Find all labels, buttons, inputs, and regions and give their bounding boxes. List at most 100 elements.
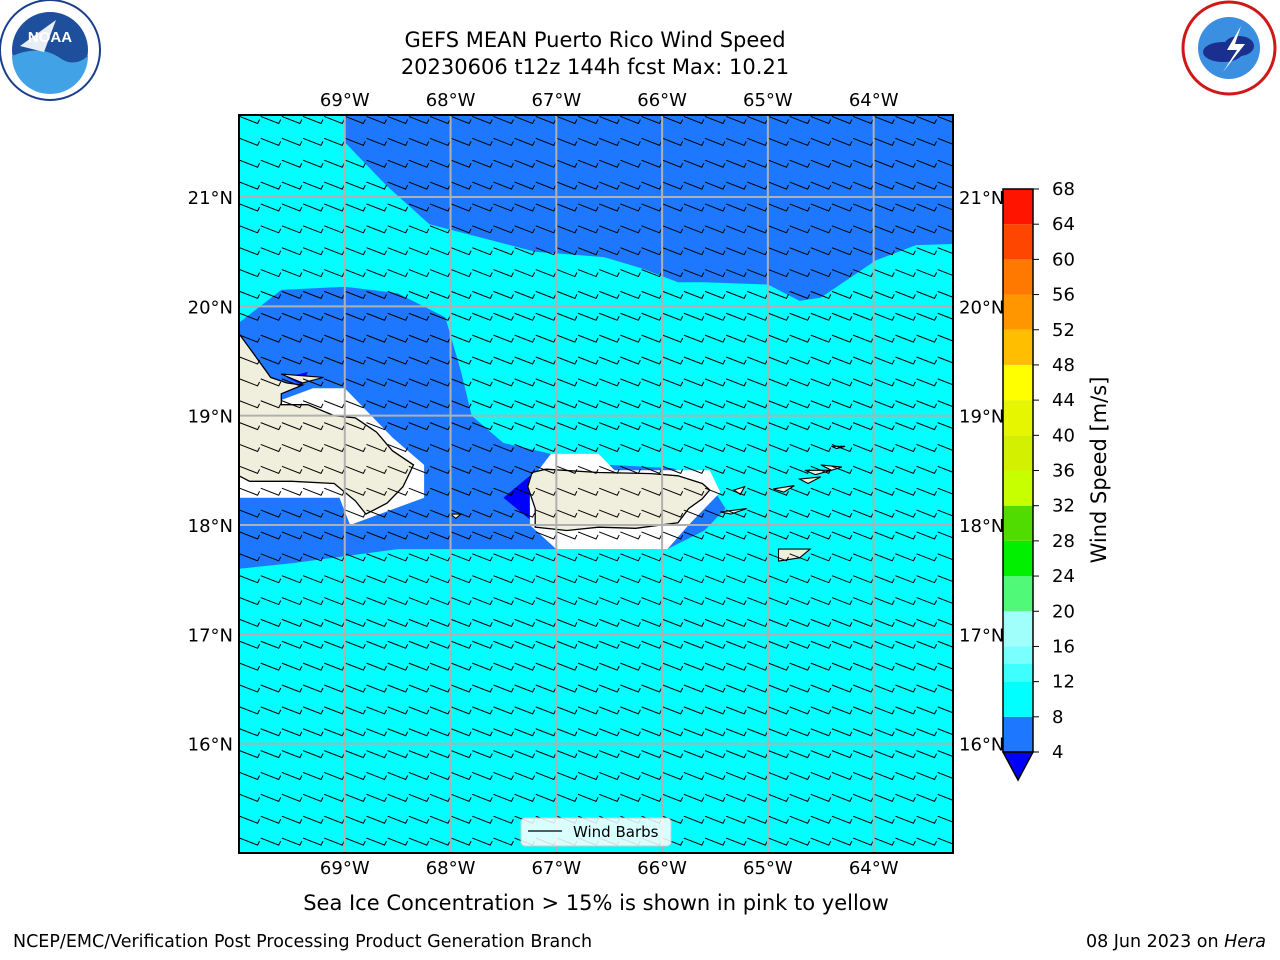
wind-barb bbox=[704, 116, 726, 125]
wind-barb bbox=[641, 575, 662, 584]
wind-barb bbox=[387, 815, 409, 824]
wind-barb bbox=[450, 422, 472, 431]
wind-barb bbox=[704, 422, 726, 431]
wind-barb bbox=[535, 772, 557, 781]
wind-barb bbox=[535, 378, 557, 387]
wind-barb bbox=[810, 553, 832, 562]
wind-barb bbox=[514, 400, 536, 409]
wind-barb bbox=[324, 356, 345, 365]
wind-barb bbox=[535, 793, 557, 802]
wind-barb bbox=[620, 181, 641, 190]
x-tick-label-top: 67°W bbox=[531, 90, 581, 111]
wind-barb bbox=[789, 378, 811, 387]
wind-barb bbox=[641, 225, 662, 234]
wind-barb bbox=[747, 531, 768, 540]
wind-barb bbox=[535, 662, 557, 671]
wind-barb bbox=[620, 269, 641, 278]
wind-barb bbox=[239, 575, 261, 584]
wind-barb bbox=[789, 837, 811, 846]
x-tick-label-top: 65°W bbox=[743, 90, 793, 111]
wind-barb bbox=[239, 312, 261, 321]
wind-barb bbox=[725, 181, 747, 190]
wind-barb bbox=[768, 356, 789, 365]
wind-barb bbox=[852, 422, 874, 431]
wind-barb bbox=[937, 815, 953, 823]
wind-barb bbox=[408, 618, 430, 628]
wind-barb bbox=[535, 618, 557, 628]
wind-barb bbox=[535, 269, 557, 278]
wind-barb bbox=[472, 312, 493, 321]
wind-barb bbox=[810, 487, 832, 496]
wind-barb bbox=[810, 225, 832, 234]
wind-barb bbox=[620, 444, 641, 453]
wind-barb bbox=[641, 487, 662, 496]
wind-barb bbox=[408, 640, 430, 649]
wind-barb bbox=[704, 225, 726, 234]
wind-barb bbox=[599, 312, 620, 321]
wind-barb bbox=[831, 334, 853, 343]
wind-barb bbox=[683, 837, 705, 846]
wind-barb bbox=[599, 640, 620, 649]
wind-barb bbox=[302, 706, 324, 715]
colorbar-swatch bbox=[1003, 716, 1033, 752]
wind-barb bbox=[768, 640, 789, 649]
wind-barb bbox=[366, 116, 387, 125]
wind-barb bbox=[260, 509, 282, 518]
x-tick-label-bottom: 65°W bbox=[743, 858, 793, 879]
wind-barb bbox=[725, 487, 747, 496]
wind-barb bbox=[387, 312, 409, 321]
wind-barb bbox=[366, 597, 387, 606]
wind-barb bbox=[281, 815, 303, 824]
wind-barb bbox=[683, 772, 705, 781]
wind-barb bbox=[239, 750, 261, 759]
chart-title: GEFS MEAN Puerto Rico Wind Speed bbox=[404, 28, 786, 52]
wind-barb bbox=[577, 312, 599, 321]
wind-barb bbox=[493, 400, 514, 409]
wind-barb bbox=[831, 290, 853, 300]
wind-barb bbox=[239, 378, 261, 387]
wind-barb bbox=[260, 531, 282, 540]
wind-barb bbox=[810, 793, 832, 802]
wind-barb bbox=[831, 356, 853, 365]
wind-barb bbox=[641, 706, 662, 715]
wind-barb bbox=[345, 772, 366, 781]
wind-barb bbox=[450, 750, 472, 759]
wind-barb bbox=[556, 356, 578, 365]
wind-barb bbox=[620, 662, 641, 671]
wind-barb bbox=[916, 597, 938, 606]
wind-barb bbox=[641, 465, 662, 474]
wind-barb bbox=[366, 422, 387, 431]
wind-barb bbox=[535, 728, 557, 737]
wind-barb bbox=[239, 509, 261, 518]
wind-barb bbox=[493, 203, 514, 212]
wind-barb bbox=[387, 640, 409, 649]
wind-barb bbox=[366, 815, 387, 824]
wind-barb bbox=[472, 531, 493, 540]
wind-barb bbox=[493, 706, 514, 715]
wind-barb bbox=[577, 750, 599, 759]
wind-barb bbox=[916, 225, 938, 234]
wind-barb bbox=[493, 378, 514, 387]
wind-barb bbox=[345, 269, 366, 278]
wind-barb bbox=[874, 159, 895, 168]
colorbar-tick-label: 68 bbox=[1052, 179, 1075, 200]
wind-barb bbox=[281, 465, 303, 474]
wind-barb bbox=[599, 334, 620, 343]
colorbar-swatch bbox=[1003, 189, 1033, 225]
wind-barb bbox=[789, 334, 811, 343]
wind-barb bbox=[450, 116, 472, 125]
wind-barb bbox=[704, 203, 726, 212]
wind-barb bbox=[747, 312, 768, 321]
wind-barb bbox=[662, 531, 684, 540]
wind-barb bbox=[302, 159, 324, 168]
wind-barb bbox=[514, 618, 536, 628]
wind-barb bbox=[429, 159, 451, 168]
land-islet bbox=[797, 476, 822, 485]
wind-barb bbox=[683, 312, 705, 321]
wind-barb bbox=[260, 793, 282, 802]
wind-barb bbox=[345, 640, 366, 649]
wind-barb bbox=[725, 225, 747, 234]
wind-barb bbox=[387, 837, 409, 846]
wind-barb bbox=[324, 728, 345, 737]
